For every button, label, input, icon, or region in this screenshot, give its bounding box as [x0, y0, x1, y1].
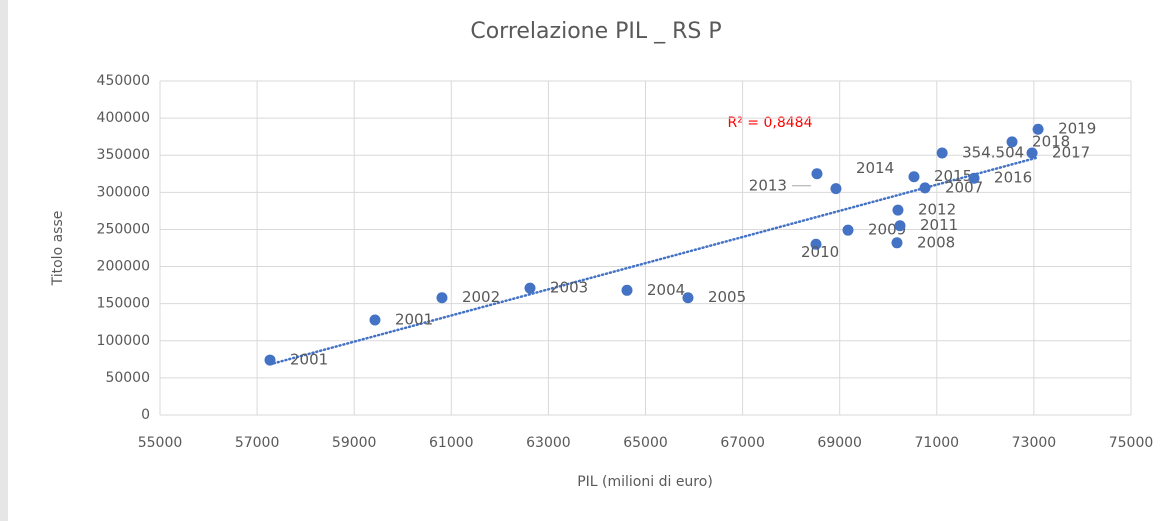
- data-point: [919, 182, 931, 194]
- x-tick-label: 71000: [915, 435, 960, 451]
- data-point: [621, 284, 633, 296]
- data-point: [894, 220, 906, 232]
- point-label: 2008: [917, 233, 955, 251]
- y-tick-label: 200000: [97, 259, 150, 275]
- x-tick-label: 61000: [429, 435, 474, 451]
- point-label: 2019: [1058, 120, 1096, 138]
- data-point: [908, 171, 920, 183]
- point-label: 354.504: [962, 143, 1024, 161]
- x-tick-label: 57000: [235, 435, 280, 451]
- data-point: [810, 238, 822, 250]
- r-squared: R² = 0,8484: [728, 115, 813, 131]
- data-point: [830, 183, 842, 195]
- x-tick-label: 55000: [138, 435, 183, 451]
- point-label: 2004: [647, 281, 685, 299]
- data-point: [811, 168, 823, 180]
- point-label: 2017: [1052, 143, 1090, 161]
- point-label: 2016: [994, 169, 1032, 187]
- data-point: [891, 237, 903, 249]
- y-tick-label: 150000: [97, 296, 150, 312]
- y-tick-label: 450000: [97, 73, 150, 89]
- x-axis-label: PIL (milioni di euro): [577, 474, 713, 490]
- y-tick-label: 300000: [97, 184, 150, 200]
- x-tick-label: 65000: [623, 435, 668, 451]
- trendline: [268, 156, 1040, 366]
- data-point: [436, 292, 448, 304]
- x-tick-label: 59000: [332, 435, 377, 451]
- point-label: 2001: [290, 351, 328, 369]
- data-point: [842, 224, 854, 236]
- y-tick-label: 100000: [97, 333, 150, 349]
- data-point: [1032, 123, 1044, 135]
- point-label: 2011: [920, 216, 958, 234]
- point-label: 2001: [395, 310, 433, 328]
- point-label: 2010: [801, 243, 839, 261]
- point-label: 2015: [934, 167, 972, 185]
- point-label: 2013: [749, 176, 787, 194]
- point-label: 2005: [708, 288, 746, 306]
- y-tick-label: 400000: [97, 110, 150, 126]
- y-tick-label: 250000: [97, 221, 150, 237]
- data-point: [682, 292, 694, 304]
- side-border: [0, 0, 8, 521]
- x-tick-label: 69000: [817, 435, 862, 451]
- y-tick-label: 350000: [97, 147, 150, 163]
- data-point: [264, 354, 276, 366]
- y-tick-label: 0: [141, 407, 150, 423]
- x-tick-label: 67000: [720, 435, 765, 451]
- point-label: 2014: [856, 159, 894, 177]
- x-tick-label: 75000: [1109, 435, 1154, 451]
- data-point: [1026, 147, 1038, 159]
- data-point: [968, 172, 980, 184]
- point-label: 2018: [1032, 132, 1070, 150]
- data-point: [892, 204, 904, 216]
- chart-title: Correlazione PIL _ RS P: [470, 19, 721, 44]
- data-point: [1006, 136, 1018, 148]
- x-tick-label: 63000: [526, 435, 571, 451]
- point-label: 2012: [918, 201, 956, 219]
- y-tick-label: 50000: [105, 370, 150, 386]
- point-label: 2003: [550, 279, 588, 297]
- data-point: [524, 282, 536, 294]
- x-tick-label: 73000: [1012, 435, 1057, 451]
- y-axis-label: Titolo asse: [50, 211, 66, 287]
- point-label: 2002: [462, 288, 500, 306]
- data-point: [936, 147, 948, 159]
- data-point: [369, 314, 381, 326]
